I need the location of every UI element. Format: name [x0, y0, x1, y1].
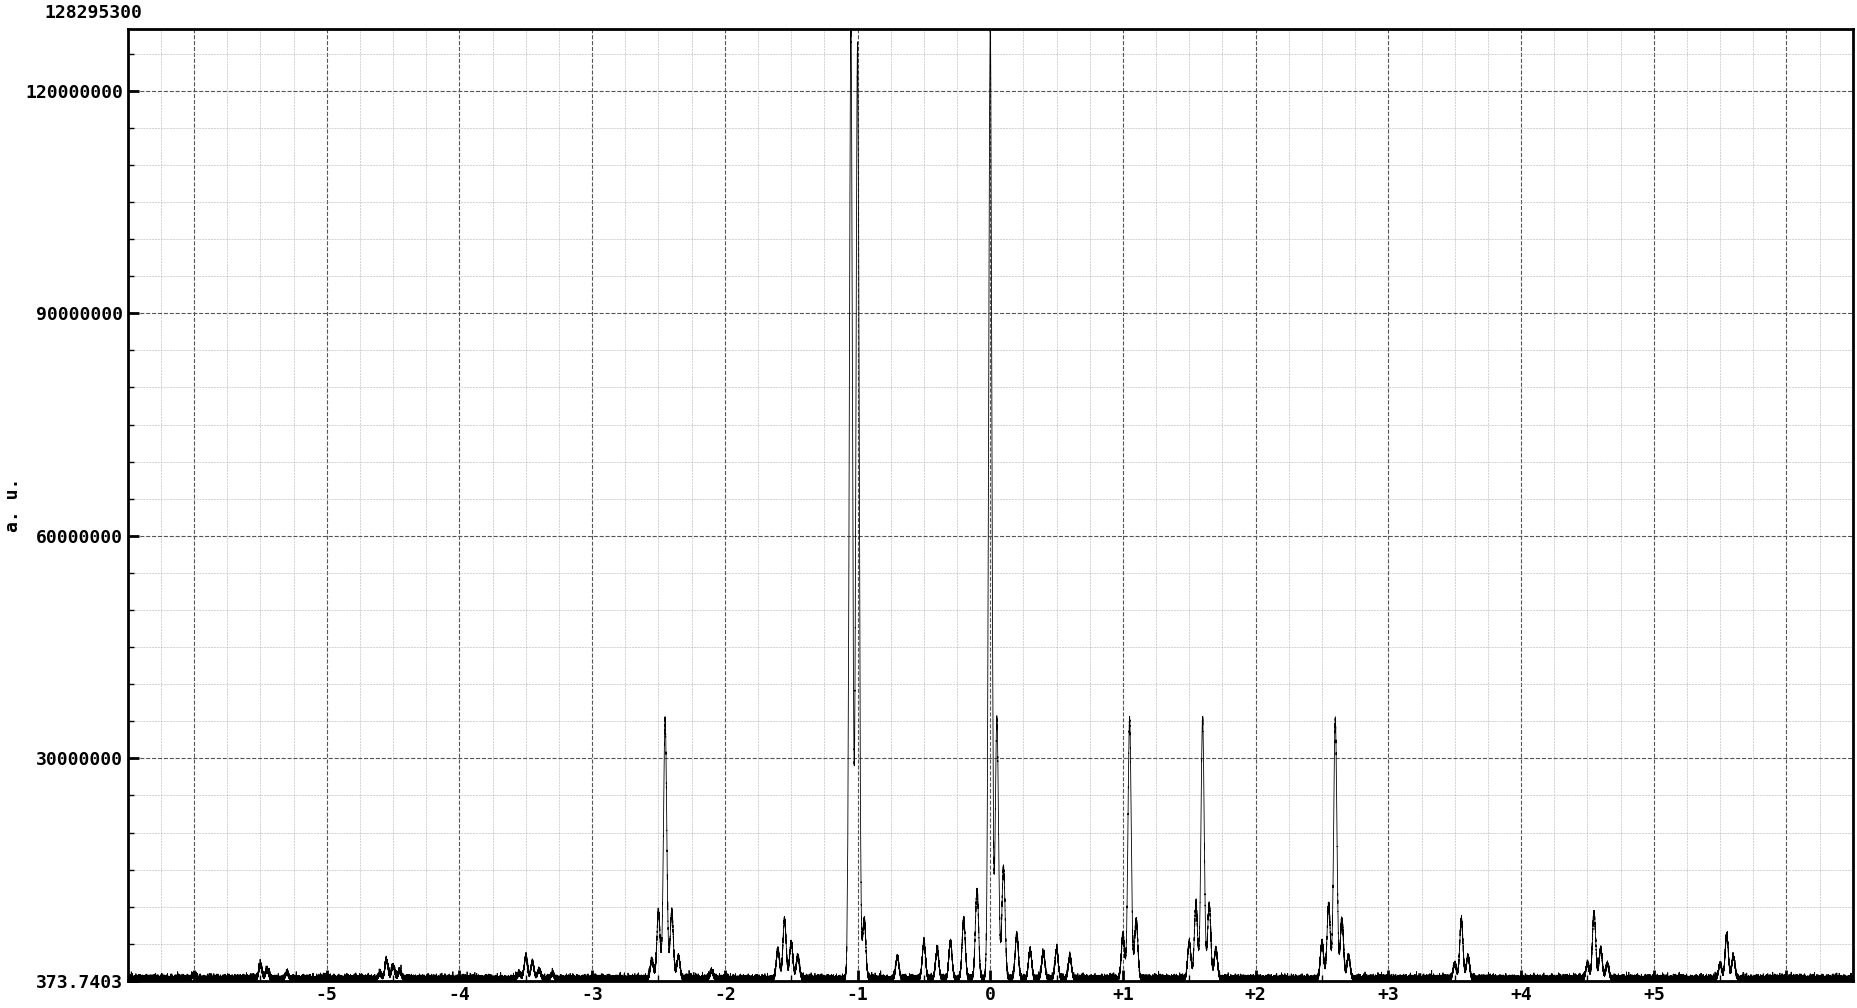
Text: 128295300: 128295300: [45, 4, 143, 22]
Y-axis label: a. u.: a. u.: [4, 478, 22, 532]
